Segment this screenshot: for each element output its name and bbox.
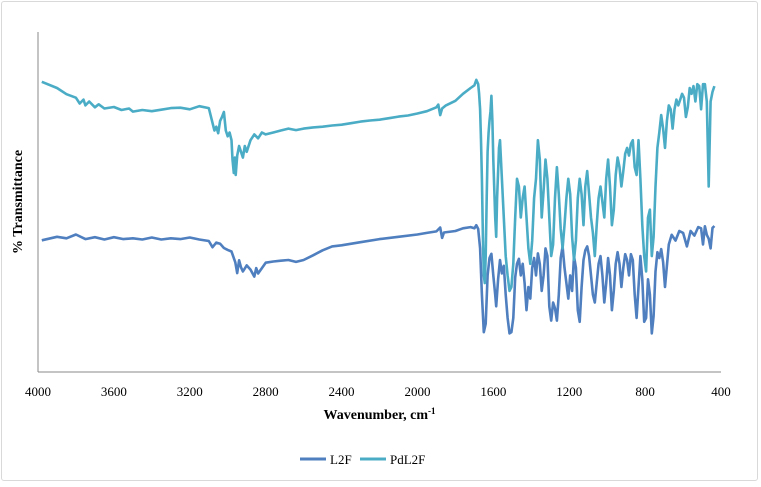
x-tick-label: 800 bbox=[635, 384, 655, 399]
legend-label-pdl2f: PdL2F bbox=[390, 452, 425, 467]
x-tick-label: 4000 bbox=[25, 384, 51, 399]
y-axis-title: % Transmittance bbox=[11, 150, 26, 254]
x-tick-label: 400 bbox=[711, 384, 731, 399]
x-tick-labels: 4000 3600 3200 2800 2400 2000 1600 1200 800 400 bbox=[25, 384, 731, 399]
series-line-l2f bbox=[41, 223, 716, 335]
x-tick-label: 1600 bbox=[480, 384, 506, 399]
x-tick-label: 1200 bbox=[556, 384, 582, 399]
x-axis-title-superscript: -1 bbox=[428, 406, 436, 416]
legend-label-l2f: L2F bbox=[330, 452, 352, 467]
x-tick-label: 3200 bbox=[177, 384, 203, 399]
x-tick-label: 3600 bbox=[101, 384, 127, 399]
x-tick-label: 2000 bbox=[404, 384, 430, 399]
x-axis-title-text: Wavenumber, cm bbox=[324, 408, 429, 423]
legend: L2F PdL2F bbox=[300, 452, 425, 467]
x-axis-title: Wavenumber, cm-1 bbox=[324, 406, 436, 423]
series-line-pdl2f bbox=[41, 78, 716, 293]
x-tick-label: 2400 bbox=[329, 384, 355, 399]
plot-area bbox=[41, 78, 716, 335]
x-tick-label: 2800 bbox=[253, 384, 279, 399]
